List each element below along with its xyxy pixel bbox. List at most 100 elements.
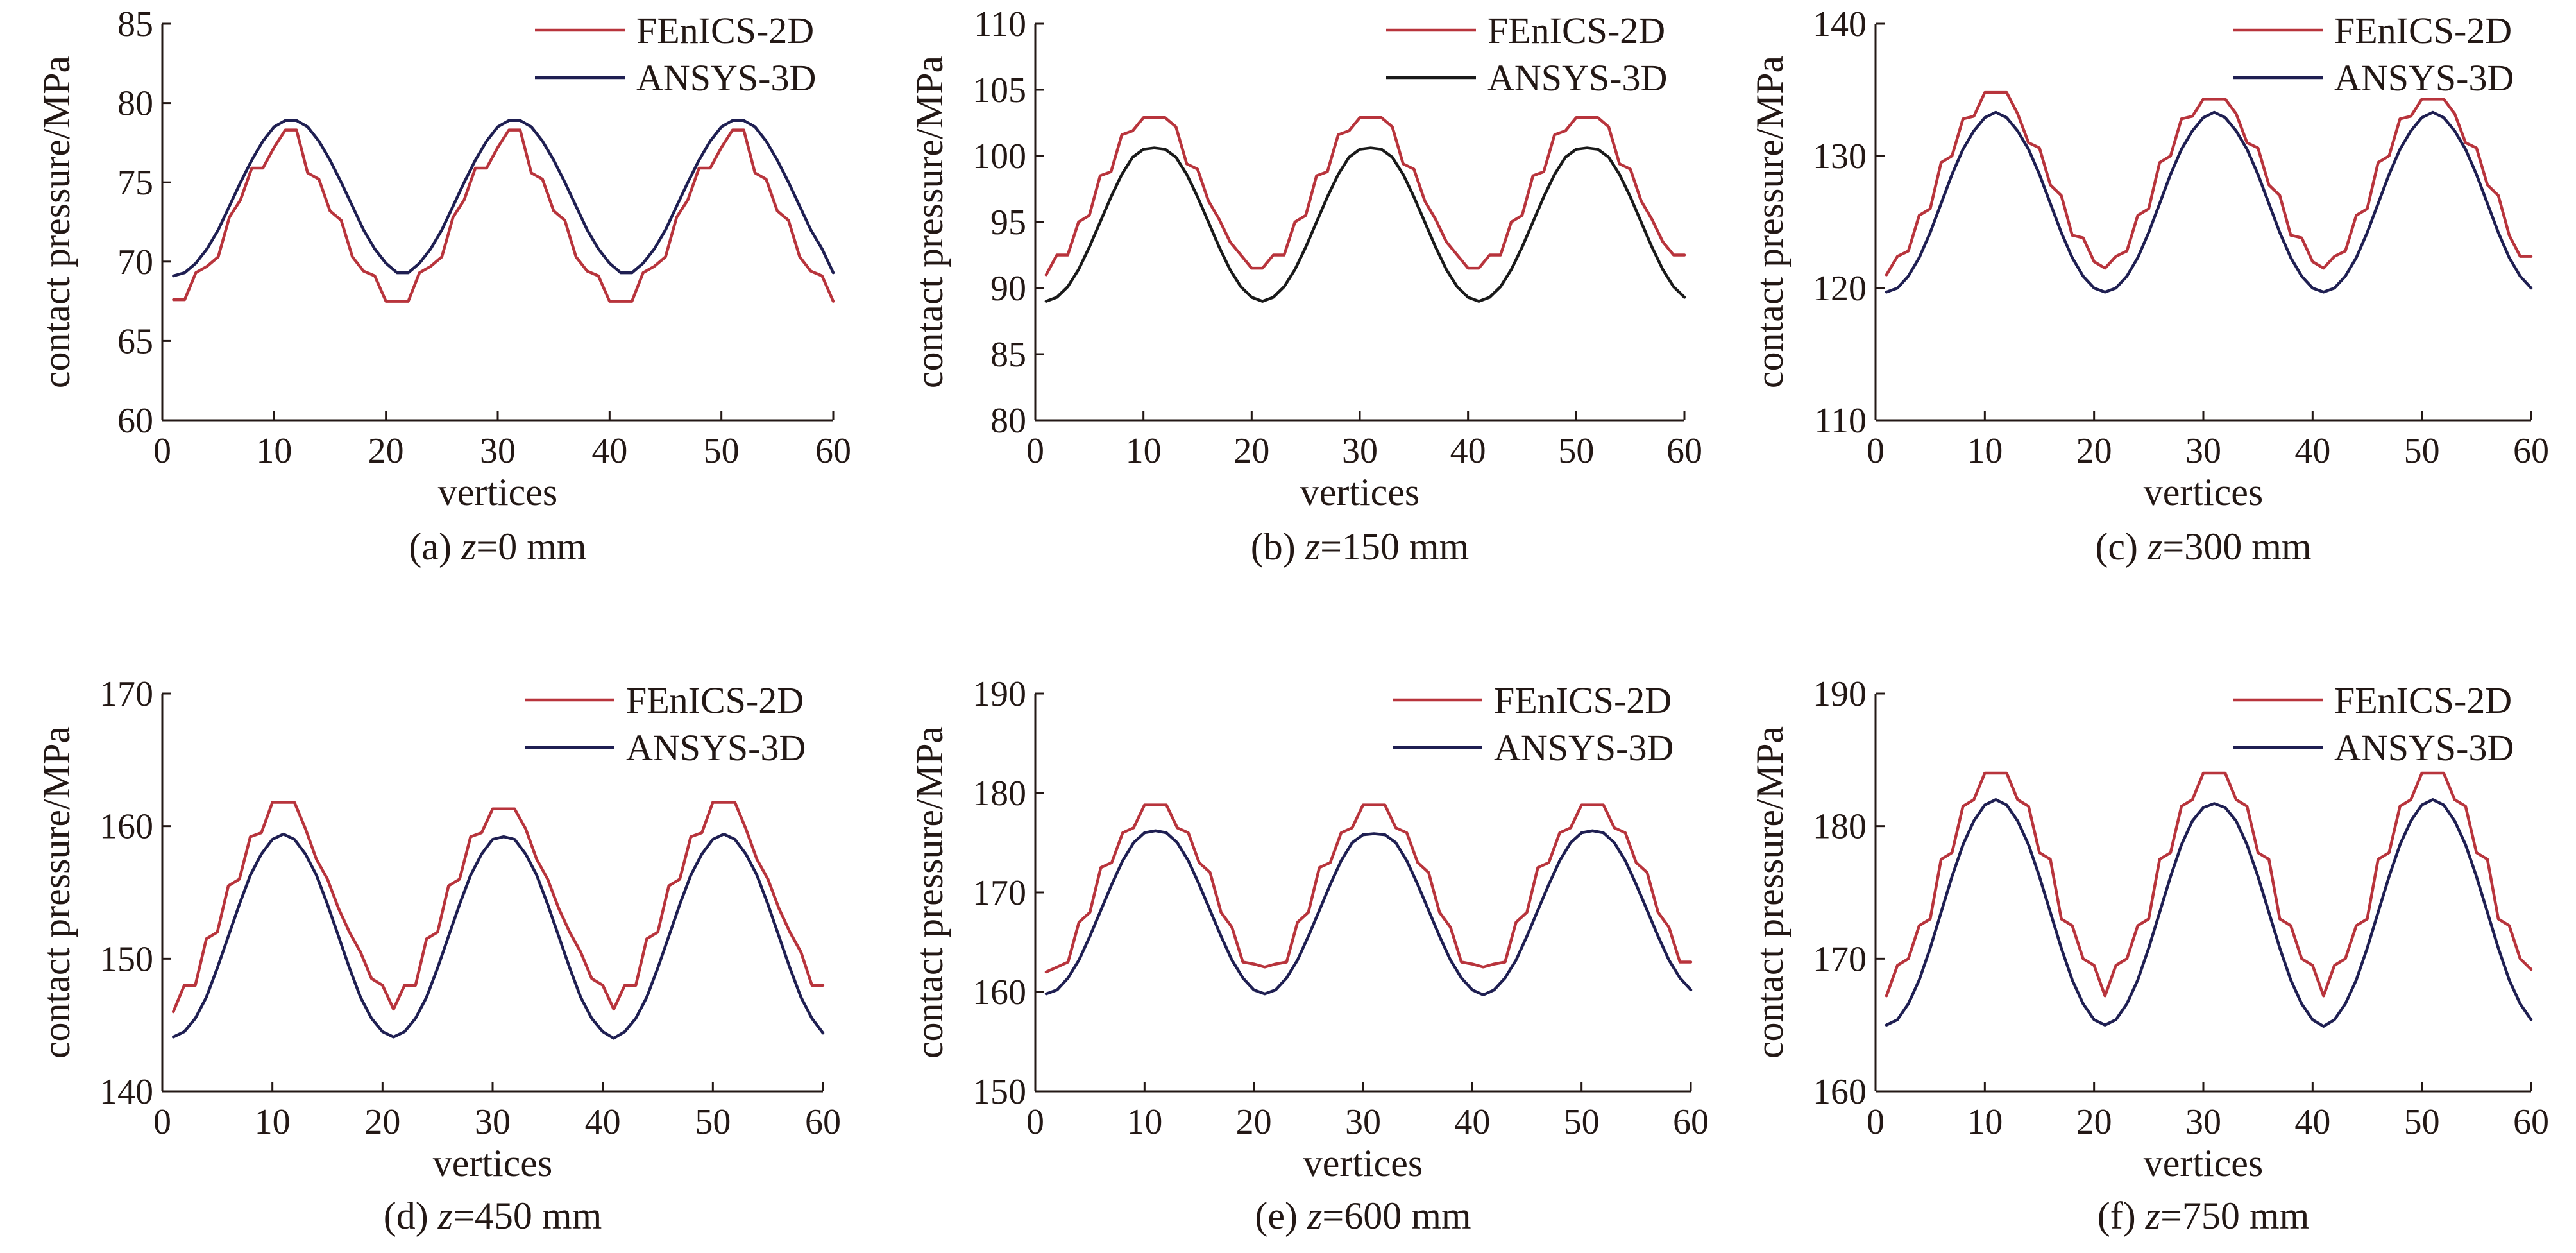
panel-caption: (c) z=300 mm <box>2095 525 2311 568</box>
y-tick-label: 150 <box>99 939 153 979</box>
fenics-2d-series-line <box>1885 771 2533 998</box>
legend-label: ANSYS-3D <box>636 57 816 99</box>
ansys-3d-series-line <box>1885 110 2533 294</box>
x-tick-label: 30 <box>1342 431 1378 471</box>
caption-value: =0 mm <box>476 525 586 568</box>
y-tick-label: 180 <box>972 774 1026 814</box>
y-tick-label: 160 <box>1813 1072 1867 1112</box>
x-tick-label: 0 <box>1026 1102 1044 1142</box>
caption-value: =150 mm <box>1320 525 1469 568</box>
caption-value: =300 mm <box>2162 525 2311 568</box>
x-tick-label: 20 <box>2076 431 2112 471</box>
legend-label: ANSYS-3D <box>1487 57 1667 99</box>
y-tick-label: 150 <box>972 1072 1026 1112</box>
y-tick-label: 90 <box>990 269 1026 309</box>
x-tick-label: 30 <box>1345 1102 1381 1142</box>
chart-panel: 160 170 180 190 0 10 20 30 40 50 60 vertices contact… <box>1749 674 2549 1237</box>
y-tick-label: 95 <box>990 203 1026 243</box>
y-tick-label: 110 <box>1814 401 1867 441</box>
x-tick-label: 50 <box>2404 431 2440 471</box>
ansys-3d-series-line <box>172 119 835 278</box>
chart-panel: 60 65 70 75 80 85 0 10 20 30 40 50 60 vertices contact… <box>35 4 851 568</box>
y-axis-title: contact pressure/MPa <box>1749 56 1791 388</box>
x-tick-label: 0 <box>1867 431 1885 471</box>
legend-label: ANSYS-3D <box>626 727 806 769</box>
x-tick-label: 30 <box>2185 1102 2221 1142</box>
y-tick-label: 120 <box>1813 269 1867 309</box>
x-tick-label: 60 <box>1666 431 1702 471</box>
panel-caption: (e) z=600 mm <box>1255 1195 1471 1237</box>
x-tick-label: 40 <box>1450 431 1486 471</box>
caption-variable: z <box>2145 1195 2160 1237</box>
caption-prefix: (e) <box>1255 1195 1307 1237</box>
y-tick-label: 65 <box>117 321 153 361</box>
x-tick-label: 60 <box>815 431 851 471</box>
caption-value: =450 mm <box>453 1195 602 1237</box>
panel-caption: (d) z=450 mm <box>384 1195 602 1237</box>
y-tick-label: 70 <box>117 243 153 282</box>
x-tick-label: 20 <box>1233 431 1269 471</box>
panel-caption: (a) z=0 mm <box>409 525 586 568</box>
x-tick-label: 40 <box>1454 1102 1490 1142</box>
caption-prefix: (f) <box>2097 1195 2146 1237</box>
x-tick-label: 10 <box>1126 1102 1162 1142</box>
fenics-2d-series-line <box>1885 90 2533 277</box>
x-tick-label: 60 <box>2513 1102 2549 1142</box>
x-tick-label: 50 <box>1564 1102 1600 1142</box>
x-tick-label: 40 <box>591 431 627 471</box>
chart-panel: 80 85 90 95 100 105 110 0 10 20 30 40 50 60 vertices co… <box>908 4 1702 568</box>
x-tick-label: 0 <box>153 1102 171 1142</box>
legend-label: FEnICS-2D <box>2334 679 2512 721</box>
x-axis-title: vertices <box>1300 471 1420 513</box>
x-axis-title: vertices <box>1303 1142 1423 1184</box>
x-axis-title: vertices <box>438 471 558 513</box>
caption-value: =750 mm <box>2160 1195 2309 1237</box>
legend-label: ANSYS-3D <box>2334 727 2514 769</box>
y-tick-label: 160 <box>972 973 1026 1012</box>
y-axis-title: contact pressure/MPa <box>1749 726 1791 1059</box>
fenics-2d-series-line <box>1044 803 1693 974</box>
x-tick-label: 50 <box>2404 1102 2440 1142</box>
y-tick-label: 170 <box>972 873 1026 913</box>
x-tick-label: 10 <box>255 1102 291 1142</box>
x-tick-label: 50 <box>1558 431 1594 471</box>
y-tick-label: 170 <box>99 674 153 714</box>
x-tick-label: 20 <box>1236 1102 1272 1142</box>
legend-label: FEnICS-2D <box>626 679 804 721</box>
panel-caption: (b) z=150 mm <box>1251 525 1470 568</box>
x-tick-label: 10 <box>256 431 292 471</box>
caption-variable: z <box>2147 525 2162 568</box>
x-tick-label: 20 <box>368 431 404 471</box>
caption-prefix: (d) <box>384 1195 438 1237</box>
chart-panel: 150 160 170 180 190 0 10 20 30 40 50 60 vertices cont… <box>908 674 1709 1237</box>
caption-value: =600 mm <box>1322 1195 1471 1237</box>
y-axis-title: contact pressure/MPa <box>35 56 78 388</box>
caption-prefix: (b) <box>1251 525 1305 568</box>
y-tick-label: 60 <box>117 401 153 441</box>
y-tick-label: 85 <box>117 4 153 44</box>
y-tick-label: 80 <box>117 84 153 124</box>
x-tick-label: 30 <box>475 1102 511 1142</box>
caption-prefix: (a) <box>409 525 461 568</box>
x-tick-label: 10 <box>1126 431 1162 471</box>
y-tick-label: 75 <box>117 163 153 203</box>
x-tick-label: 30 <box>480 431 516 471</box>
y-tick-label: 160 <box>99 807 153 847</box>
y-tick-label: 140 <box>1813 4 1867 44</box>
legend-label: FEnICS-2D <box>636 10 814 51</box>
x-tick-label: 0 <box>1026 431 1044 471</box>
y-tick-label: 110 <box>974 4 1026 44</box>
x-tick-label: 20 <box>364 1102 400 1142</box>
caption-variable: z <box>437 1195 453 1237</box>
caption-variable: z <box>461 525 476 568</box>
legend-label: FEnICS-2D <box>2334 10 2512 51</box>
caption-variable: z <box>1307 1195 1322 1237</box>
y-tick-label: 170 <box>1813 939 1867 979</box>
x-tick-label: 20 <box>2076 1102 2112 1142</box>
y-axis-title: contact pressure/MPa <box>35 726 78 1059</box>
x-tick-label: 0 <box>1867 1102 1885 1142</box>
y-tick-label: 105 <box>972 71 1026 110</box>
y-tick-label: 130 <box>1813 137 1867 176</box>
x-axis-title: vertices <box>2144 471 2264 513</box>
x-tick-label: 50 <box>695 1102 731 1142</box>
